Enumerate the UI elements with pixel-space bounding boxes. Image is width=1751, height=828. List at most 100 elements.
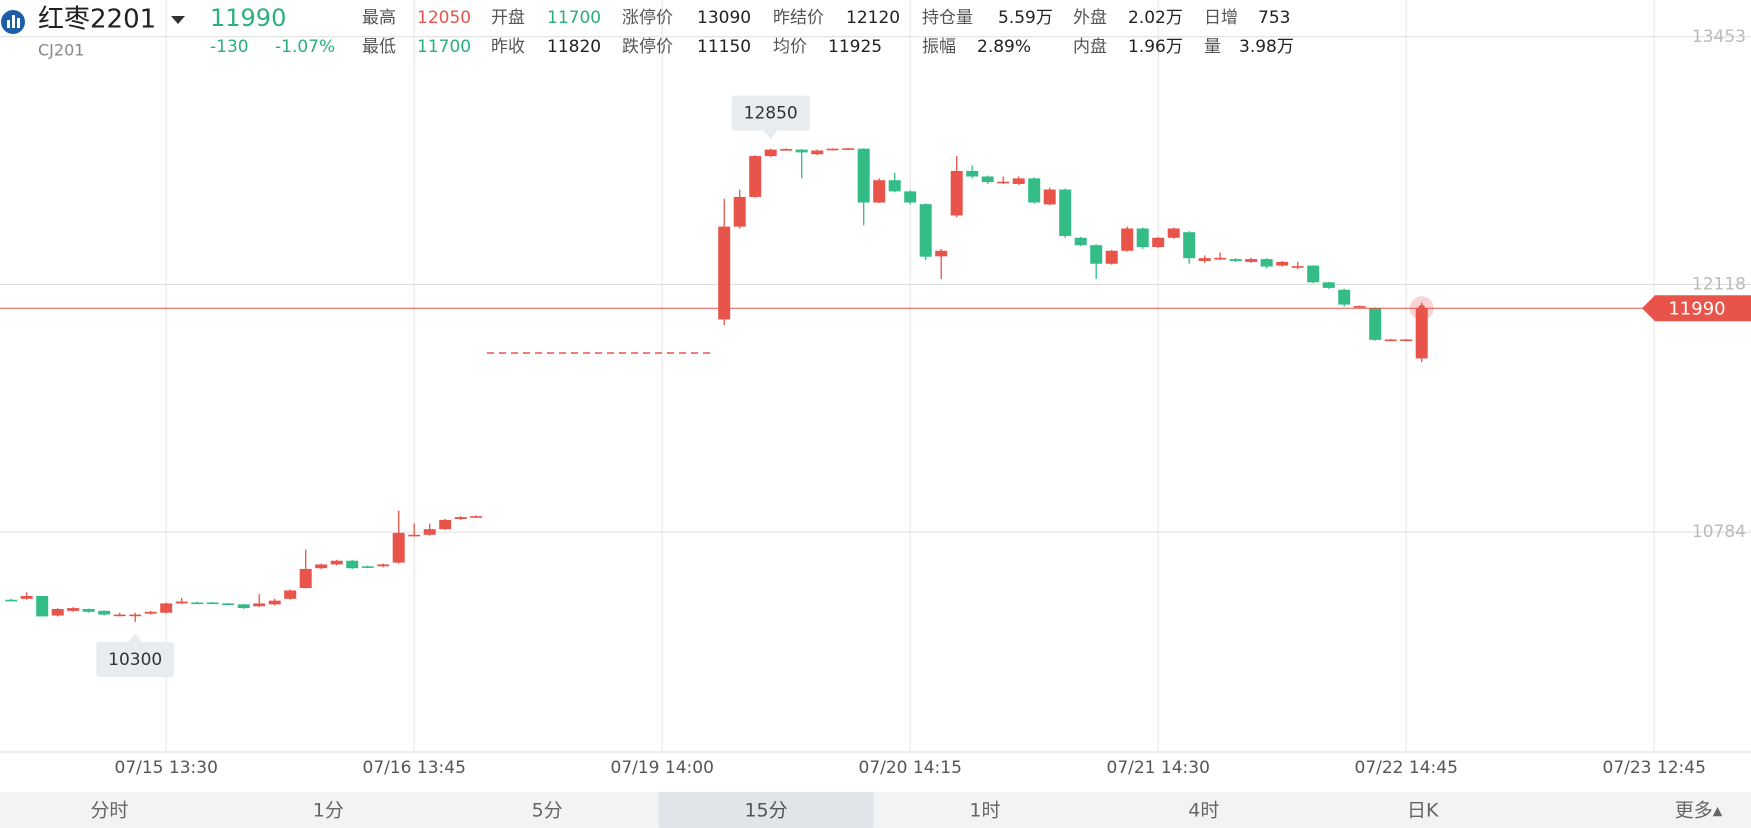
- candle-body: [733, 196, 746, 227]
- candle-body: [1121, 228, 1134, 251]
- tab-active[interactable]: 15分: [744, 800, 787, 822]
- candle-body: [284, 590, 297, 599]
- tab[interactable]: 分时: [90, 800, 128, 822]
- candle-body: [160, 603, 173, 613]
- candle-body: [1384, 339, 1397, 342]
- stat-label: 振幅: [922, 37, 956, 57]
- candle-body: [439, 519, 452, 530]
- stat-value: 1.96万: [1128, 37, 1183, 57]
- x-tick-label: 07/22 14:45: [1355, 758, 1458, 778]
- candle-body: [1369, 308, 1382, 340]
- stat-label: 昨收: [491, 37, 525, 57]
- candle-body: [1198, 258, 1211, 261]
- candle-body: [392, 532, 405, 563]
- stat-value: 11700: [417, 37, 471, 57]
- instrument-name[interactable]: 红枣2201: [38, 5, 156, 35]
- candle-body: [1105, 250, 1118, 264]
- stat-value: 13090: [697, 8, 751, 28]
- candle-body: [51, 609, 64, 616]
- stat-label: 均价: [773, 37, 807, 57]
- candle-body: [315, 564, 328, 569]
- price-change-pct: -1.07%: [275, 37, 335, 57]
- candle-body: [5, 599, 18, 602]
- candle-body: [842, 148, 855, 150]
- candle-body: [981, 176, 994, 183]
- candle-body: [1260, 259, 1273, 267]
- logo-bar: [12, 15, 15, 28]
- stat-value: 11150: [697, 37, 751, 57]
- tab[interactable]: 1时: [969, 800, 1000, 822]
- stat-value: 2.02万: [1128, 8, 1183, 28]
- candle-body: [408, 534, 421, 537]
- candle-body: [1338, 289, 1351, 305]
- tab-bar: [0, 792, 1751, 828]
- candle-body: [1307, 265, 1320, 283]
- candle-body: [826, 148, 839, 151]
- candle-body: [253, 603, 266, 607]
- candle-body: [1276, 261, 1289, 266]
- candle-body: [423, 529, 436, 535]
- x-tick-label: 07/20 14:15: [859, 758, 962, 778]
- candle-body: [1353, 306, 1366, 308]
- candle-body: [1012, 178, 1025, 184]
- stat-label: 外盘: [1073, 8, 1107, 28]
- x-tick-label: 07/19 14:00: [611, 758, 714, 778]
- price-tag: [1642, 295, 1751, 322]
- candle-body: [1167, 228, 1180, 238]
- tab-active-bg: [658, 792, 874, 828]
- tab[interactable]: 4时: [1188, 800, 1219, 822]
- plot: 07/15 13:30 07/16 13:45 07/19 14:00 07/20 1…: [0, 0, 1751, 778]
- stat-value: 12120: [846, 8, 900, 28]
- price-tag-label: 11990: [1668, 298, 1725, 319]
- stat-value: 2.89%: [977, 37, 1031, 57]
- candle-body: [997, 181, 1010, 184]
- candle-body: [1136, 228, 1149, 248]
- candle-body: [361, 566, 374, 568]
- tab[interactable]: 更多▴: [1675, 800, 1723, 822]
- candle-body: [191, 602, 204, 605]
- candle-body: [1028, 178, 1041, 203]
- last-price: 11990: [210, 4, 286, 32]
- y-tick-label: 10784: [1692, 522, 1746, 542]
- candle-body: [764, 149, 777, 157]
- candle-body: [1090, 245, 1103, 264]
- candle-body: [950, 170, 963, 216]
- logo-bar: [7, 20, 10, 28]
- logo-bar: [17, 18, 20, 28]
- candle-body: [175, 601, 188, 604]
- candle-body: [1245, 259, 1258, 262]
- candle-body: [1214, 257, 1227, 260]
- candle-body: [1291, 266, 1304, 268]
- stat-label: 最高: [362, 8, 396, 28]
- candle-body: [1059, 189, 1072, 236]
- candle-body: [1183, 232, 1196, 259]
- candle-body: [1043, 189, 1056, 205]
- stat-label: 昨结价: [773, 8, 824, 28]
- candle-body: [206, 602, 219, 605]
- dropdown-arrow[interactable]: [171, 16, 185, 24]
- tab[interactable]: 日K: [1407, 800, 1439, 822]
- candle-body: [857, 148, 870, 203]
- price-change: -130: [210, 37, 249, 57]
- x-tick-label: 07/16 13:45: [363, 758, 466, 778]
- pulse-dot: [1418, 304, 1426, 312]
- header: 红枣2201 CJ201 11990 -130 -1.07% 最高 12050 开盘…: [1, 4, 1294, 60]
- candle-body: [749, 156, 762, 197]
- x-tick-label: 07/23 12:45: [1603, 758, 1706, 778]
- candle-body: [919, 204, 932, 257]
- tab[interactable]: 1分: [313, 800, 344, 822]
- y-tick-label: 12118: [1692, 275, 1746, 295]
- candle-body: [454, 517, 467, 519]
- x-tick-label: 07/21 14:30: [1107, 758, 1210, 778]
- low-callout: [96, 641, 175, 677]
- candle-body: [1322, 282, 1335, 288]
- candle-body: [222, 603, 235, 606]
- tab[interactable]: 5分: [532, 800, 563, 822]
- candle-body: [82, 609, 95, 612]
- candle-body: [966, 170, 979, 177]
- candle-body: [780, 149, 793, 151]
- candle-body: [1152, 237, 1165, 248]
- candle-body: [873, 180, 886, 203]
